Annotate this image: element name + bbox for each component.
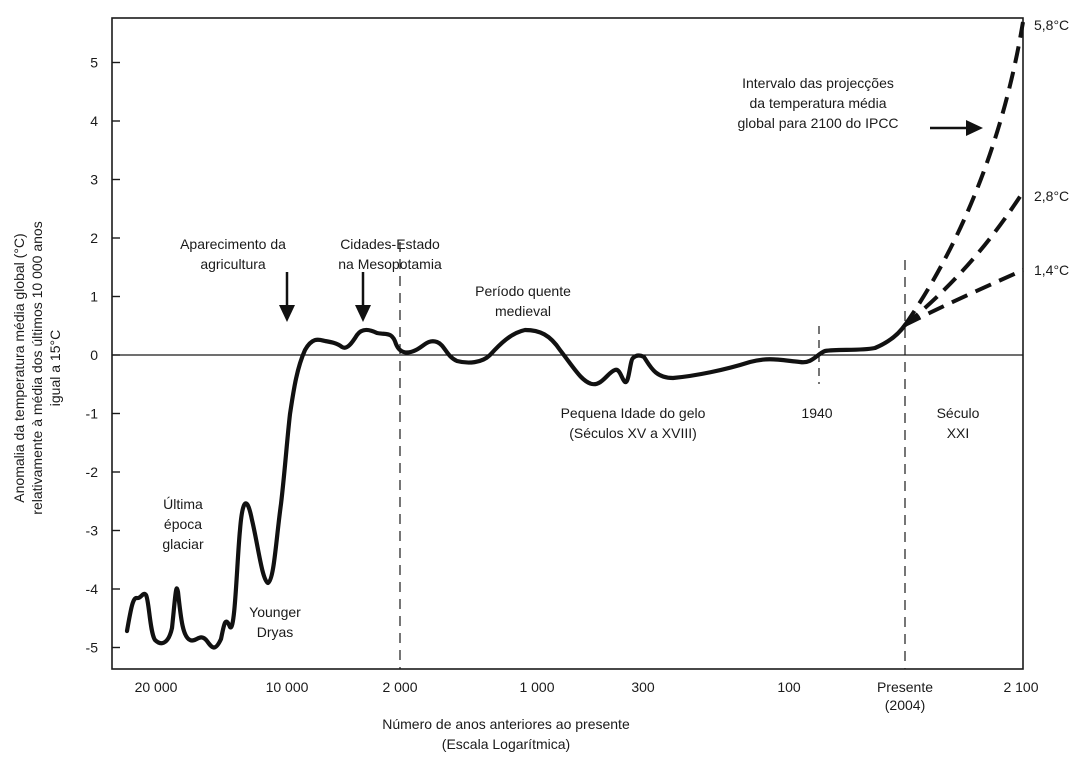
arrow-ipcc [930,120,983,136]
y-tick-label: 2 [90,230,98,246]
x-tick-sublabel: (2004) [885,697,925,713]
annotation-text: Younger [249,604,301,620]
y-tick-label: 1 [90,289,98,305]
x-axis-labels: 20 000 10 000 2 000 1 000 300 100 Presen… [135,679,1039,713]
y-axis-title: Anomalia da temperatura média global (°C… [11,221,63,514]
annotation-text: glaciar [162,536,204,552]
x-tick-label: 10 000 [266,679,309,695]
annotation-text: medieval [495,303,551,319]
projection-line-1-4 [904,268,1024,327]
y-axis-title-line-3: igual a 15°C [47,330,63,406]
annotation-text: Cidades-Estado [340,236,440,252]
annotation-text: (Séculos XV a XVIII) [569,425,697,441]
x-tick-label: Presente [877,679,933,695]
annotation-seculo-xxi: Século XXI [937,405,980,441]
annotation-text: XXI [947,425,970,441]
x-tick-label: 2 100 [1003,679,1038,695]
annotation-text: da temperatura média [750,95,887,111]
marker-label-1940: 1940 [801,405,832,421]
projection-label-1-4: 1,4°C [1034,262,1069,278]
annotation-text: Século [937,405,980,421]
annotation-text: Última [163,496,203,512]
projection-label-5-8: 5,8°C [1034,17,1069,33]
y-tick-label: 3 [90,172,98,188]
annotation-pequena-idade: Pequena Idade do gelo (Séculos XV a XVII… [561,405,706,441]
annotation-ultima-epoca: Última época glaciar [162,496,204,552]
arrow-agricultura [279,272,295,322]
annotation-cidades-estado: Cidades-Estado na Mesopotamia [338,236,442,272]
x-tick-label: 100 [777,679,801,695]
annotation-text: Período quente [475,283,571,299]
y-tick-label: -1 [86,406,99,422]
x-axis-subtitle: (Escala Logarítmica) [442,736,570,752]
annotation-text: Pequena Idade do gelo [561,405,706,421]
x-axis-title: Número de anos anteriores ao presente [382,716,630,732]
annotation-text: Dryas [257,624,294,640]
annotation-text: Aparecimento da [180,236,286,252]
annotation-ipcc: Intervalo das projecções da temperatura … [737,75,898,131]
x-tick-label: 300 [631,679,655,695]
annotation-text: época [164,516,202,532]
projection-line-5-8 [903,21,1025,327]
arrow-cidades-estado [355,272,371,322]
annotation-text: agricultura [200,256,266,272]
x-tick-label: 20 000 [135,679,178,695]
annotation-text: Intervalo das projecções [742,75,894,91]
y-tick-label: -4 [86,581,99,597]
y-tick-label: -5 [86,640,99,656]
plot-frame [111,17,1024,670]
y-axis-title-line-2: relativamente à média dos últimos 10 000… [29,221,45,514]
y-tick-label: -3 [86,523,99,539]
y-tick-label: -2 [86,464,99,480]
y-axis-ticks: 5 4 3 2 1 0 -1 -2 -3 -4 -5 [86,55,120,656]
projection-label-2-8: 2,8°C [1034,188,1069,204]
temperature-series-line [124,322,908,650]
annotation-text: na Mesopotamia [338,256,442,272]
y-tick-label: 0 [90,347,98,363]
y-axis-title-line-1: Anomalia da temperatura média global (°C… [11,233,27,502]
annotation-periodo-quente: Período quente medieval [475,283,571,319]
x-tick-label: 2 000 [382,679,417,695]
projection-line-2-8 [903,190,1025,327]
x-tick-label: 1 000 [519,679,554,695]
annotation-agricultura: Aparecimento da agricultura [180,236,286,272]
y-tick-label: 5 [90,55,98,71]
annotation-younger-dryas: Younger Dryas [249,604,301,640]
y-tick-label: 4 [90,113,98,129]
annotation-text: global para 2100 do IPCC [737,115,898,131]
